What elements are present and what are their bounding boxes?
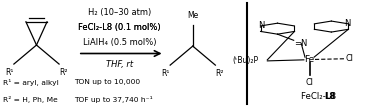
Text: TOF up to 37,740 h⁻¹: TOF up to 37,740 h⁻¹ bbox=[74, 96, 153, 103]
Text: R²: R² bbox=[60, 68, 68, 77]
Text: N: N bbox=[258, 21, 265, 30]
Text: Fe: Fe bbox=[304, 55, 314, 64]
Text: LiAlH₄ (0.5 mol%): LiAlH₄ (0.5 mol%) bbox=[82, 38, 156, 47]
Text: Cl: Cl bbox=[345, 54, 353, 63]
Text: Cl: Cl bbox=[305, 78, 313, 87]
Text: TON up to 10,000: TON up to 10,000 bbox=[74, 79, 140, 85]
Text: N: N bbox=[344, 19, 351, 28]
Text: R¹: R¹ bbox=[5, 68, 13, 77]
Text: FeCl₂-L8 (0.1 mol%): FeCl₂-L8 (0.1 mol%) bbox=[78, 23, 161, 32]
Text: R²: R² bbox=[215, 69, 224, 78]
Text: L8: L8 bbox=[324, 92, 335, 101]
Text: (ᵗBu)₂P: (ᵗBu)₂P bbox=[232, 56, 259, 65]
Text: FeCl₂-​L8: FeCl₂-​L8 bbox=[301, 92, 336, 101]
Text: R² = H, Ph, Me: R² = H, Ph, Me bbox=[3, 96, 57, 103]
Text: Me: Me bbox=[187, 11, 198, 20]
Text: H₂ (10–30 atm): H₂ (10–30 atm) bbox=[88, 8, 151, 17]
Text: R¹: R¹ bbox=[161, 69, 170, 78]
Text: R¹ = aryl, alkyl: R¹ = aryl, alkyl bbox=[3, 79, 58, 86]
Text: THF, rt: THF, rt bbox=[106, 60, 133, 69]
Text: =N: =N bbox=[294, 39, 307, 48]
Text: FeCl₂-L8 (0.1 mol%): FeCl₂-L8 (0.1 mol%) bbox=[78, 23, 161, 32]
